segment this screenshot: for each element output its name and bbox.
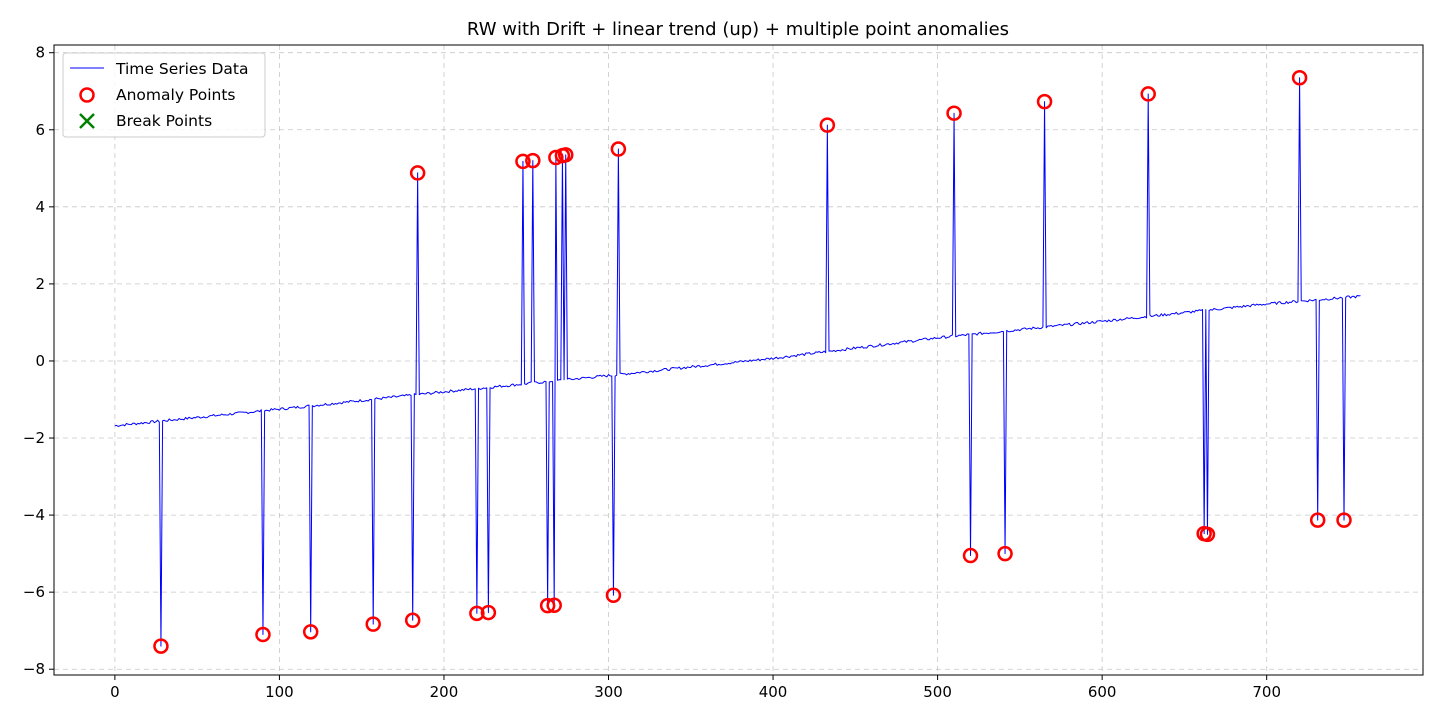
y-tick-label: 4 (35, 198, 45, 216)
series-line-time-series-data (114, 77, 1361, 647)
anomaly-point (1199, 526, 1216, 543)
chart-title: RW with Drift + linear trend (up) + mult… (467, 19, 1009, 40)
x-tick-label: 200 (430, 683, 459, 701)
y-tick-label: −4 (23, 506, 45, 524)
anomaly-point (480, 604, 497, 621)
anomaly-point (610, 141, 627, 157)
anomaly-point (1309, 512, 1326, 528)
legend-box (62, 52, 266, 138)
anomaly-point (525, 152, 541, 169)
data-layer (114, 70, 1361, 654)
anomaly-point (255, 626, 271, 643)
anomaly-point (153, 638, 169, 654)
anomaly-point (1036, 93, 1053, 110)
anomaly-point (409, 165, 426, 181)
y-tick-label: 8 (35, 44, 45, 62)
y-tick-label: −8 (23, 660, 45, 678)
legend: Time Series Data Anomaly Points Break Po… (62, 52, 266, 138)
anomaly-point (404, 612, 421, 629)
x-tick-label: 0 (110, 683, 120, 701)
legend-anomaly-swatch (79, 87, 95, 103)
anomaly-point (539, 597, 556, 614)
anomaly-point (548, 149, 564, 166)
tick-layer: 0 100 200 300 400 500 600 700 −8 −6 −4 −2 0 2 4 6 8 (23, 44, 1281, 701)
anomaly-point (605, 587, 622, 603)
anomaly-point (557, 147, 574, 163)
y-tick-label: −6 (23, 583, 45, 601)
legend-label-series: Time Series Data (115, 60, 248, 78)
anomaly-point (819, 117, 836, 133)
legend-label-break: Break Points (116, 112, 212, 130)
anomaly-point (997, 545, 1013, 562)
grid-layer (54, 45, 1423, 675)
anomaly-point (302, 624, 319, 640)
x-tick-label: 300 (594, 683, 623, 701)
legend-label-anomaly: Anomaly Points (116, 86, 235, 104)
anomaly-point (1336, 512, 1352, 528)
anomaly-point (365, 616, 381, 632)
y-tick-label: 6 (35, 121, 45, 139)
y-tick-label: 2 (35, 275, 45, 293)
x-tick-label: 400 (759, 683, 788, 701)
anomaly-point (546, 597, 562, 614)
y-tick-label: 0 (35, 352, 45, 370)
x-tick-label: 500 (923, 683, 952, 701)
anomaly-point (946, 105, 962, 121)
anomaly-point (469, 605, 485, 622)
anomaly-point (962, 547, 979, 564)
anomaly-point (1291, 70, 1308, 86)
anomaly-point (1140, 86, 1156, 102)
plot-frame (53, 44, 1424, 676)
anomaly-point (515, 153, 531, 170)
x-tick-label: 700 (1252, 683, 1281, 701)
x-tick-label: 100 (265, 683, 294, 701)
x-tick-label: 600 (1088, 683, 1117, 701)
y-tick-label: −2 (23, 429, 45, 447)
legend-break-swatch (79, 113, 95, 129)
